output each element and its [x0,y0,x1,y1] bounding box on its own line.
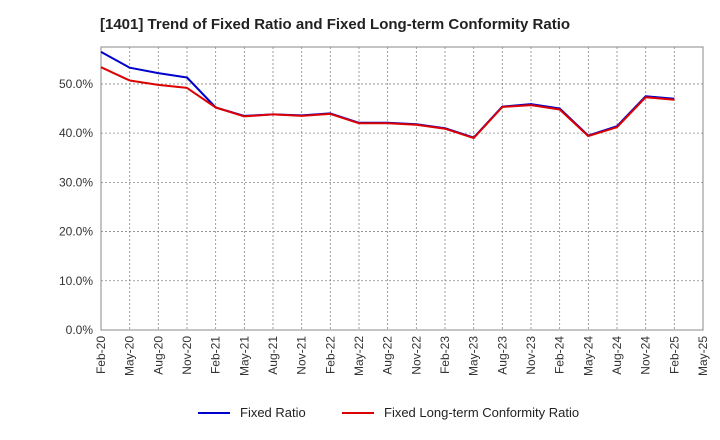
x-tick-label: Aug-22 [381,336,395,375]
chart-title: [1401] Trend of Fixed Ratio and Fixed Lo… [100,16,571,33]
x-tick-label: Aug-21 [266,336,280,375]
y-tick-label: 30.0% [59,175,93,189]
legend: Fixed Ratio Fixed Long-term Conformity R… [0,405,720,425]
y-tick-label: 10.0% [59,274,93,288]
x-tick-label: May-22 [352,336,366,376]
x-tick-label: Nov-24 [639,336,653,375]
y-tick-label: 0.0% [66,323,94,337]
x-tick-label: Aug-24 [610,336,624,375]
x-tick-label: Feb-20 [94,336,108,374]
legend-label-fixed-ratio: Fixed Ratio [240,405,306,420]
x-tick-label: Nov-23 [524,336,538,375]
y-tick-label: 50.0% [59,77,93,91]
plot-area-border [100,46,704,331]
x-tick-label: Nov-22 [409,336,423,375]
legend-item-conformity-ratio: Fixed Long-term Conformity Ratio [342,405,579,420]
legend-swatch-blue [198,411,230,414]
x-tick-label: Feb-23 [438,336,452,374]
x-tick-label: Feb-22 [323,336,337,374]
legend-item-fixed-ratio: Fixed Ratio [198,405,306,420]
x-tick-label: May-23 [467,336,481,376]
x-tick-label: May-20 [123,336,137,376]
x-tick-label: May-24 [581,336,595,376]
x-tick-label: Aug-23 [495,336,509,375]
y-tick-label: 20.0% [59,225,93,239]
legend-swatch-red [342,411,374,414]
x-tick-label: Feb-24 [553,336,567,374]
y-tick-label: 40.0% [59,126,93,140]
x-tick-label: Aug-20 [151,336,165,375]
x-tick-label: May-21 [237,336,251,376]
x-tick-label: Nov-20 [180,336,194,375]
x-tick-label: Feb-25 [667,336,681,374]
x-tick-label: Feb-21 [209,336,223,374]
legend-label-conformity-ratio: Fixed Long-term Conformity Ratio [384,405,580,420]
x-tick-label: Nov-21 [295,336,309,375]
conformity-ratio-line [100,66,675,140]
x-tick-label: May-25 [696,336,710,376]
